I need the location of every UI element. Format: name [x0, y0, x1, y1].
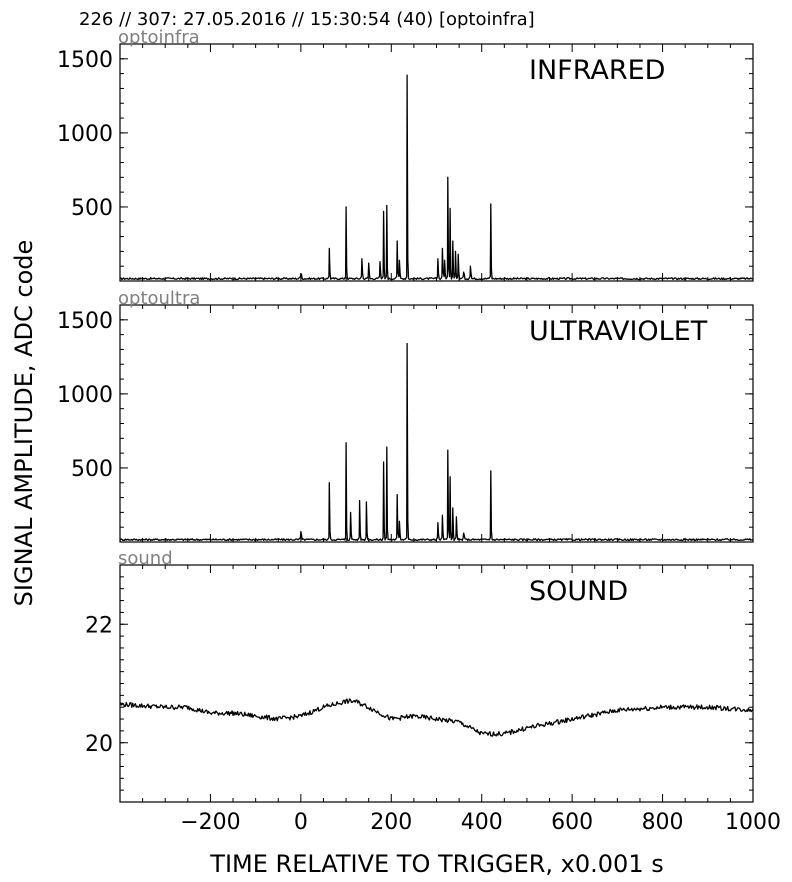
panel-title: ULTRAVIOLET — [529, 316, 708, 347]
figure-header: 226 // 307: 27.05.2016 // 15:30:54 (40) … — [79, 9, 535, 30]
y-tick-label: 1000 — [57, 122, 113, 147]
signal-trace-ultraviolet — [119, 342, 753, 542]
y-tick-label: 1500 — [57, 309, 113, 334]
panel-source-label: sound — [118, 548, 173, 569]
y-tick-label: 500 — [71, 457, 113, 482]
panel-source-label: optoinfra — [118, 27, 200, 48]
panel-ultraviolet: optoultra ULTRAVIOLET 500 1000 1500 — [57, 288, 754, 543]
y-tick-label: 20 — [85, 732, 113, 757]
signal-trace-infrared — [120, 74, 753, 281]
signal-trace-sound — [119, 698, 754, 737]
x-tick-label: 800 — [642, 810, 684, 835]
y-tick-label: 22 — [85, 613, 113, 638]
plot-frame — [119, 564, 754, 803]
x-axis-label: TIME RELATIVE TO TRIGGER, x0.001 s — [209, 850, 663, 878]
x-tick-label: 200 — [370, 810, 412, 835]
x-tick-label: 0 — [294, 810, 308, 835]
panel-title: INFRARED — [529, 55, 665, 86]
x-tick-label: 1000 — [725, 810, 781, 835]
panel-source-label: optoultra — [118, 288, 200, 309]
y-tick-label: 1000 — [57, 383, 113, 408]
x-tick-label: −200 — [180, 810, 240, 835]
y-tick-label: 500 — [71, 196, 113, 221]
panel-sound: sound SOUND 20 22 −200 0 200 400 600 800 1000 — [85, 548, 781, 835]
x-tick-label: 400 — [461, 810, 503, 835]
y-axis-label: SIGNAL AMPLITUDE, ADC code — [10, 240, 38, 607]
panel-title: SOUND — [529, 576, 628, 607]
panel-infrared: optoinfra INFRARED 500 1000 1500 — [57, 27, 754, 282]
y-tick-label: 1500 — [57, 48, 113, 73]
x-tick-label: 600 — [551, 810, 593, 835]
